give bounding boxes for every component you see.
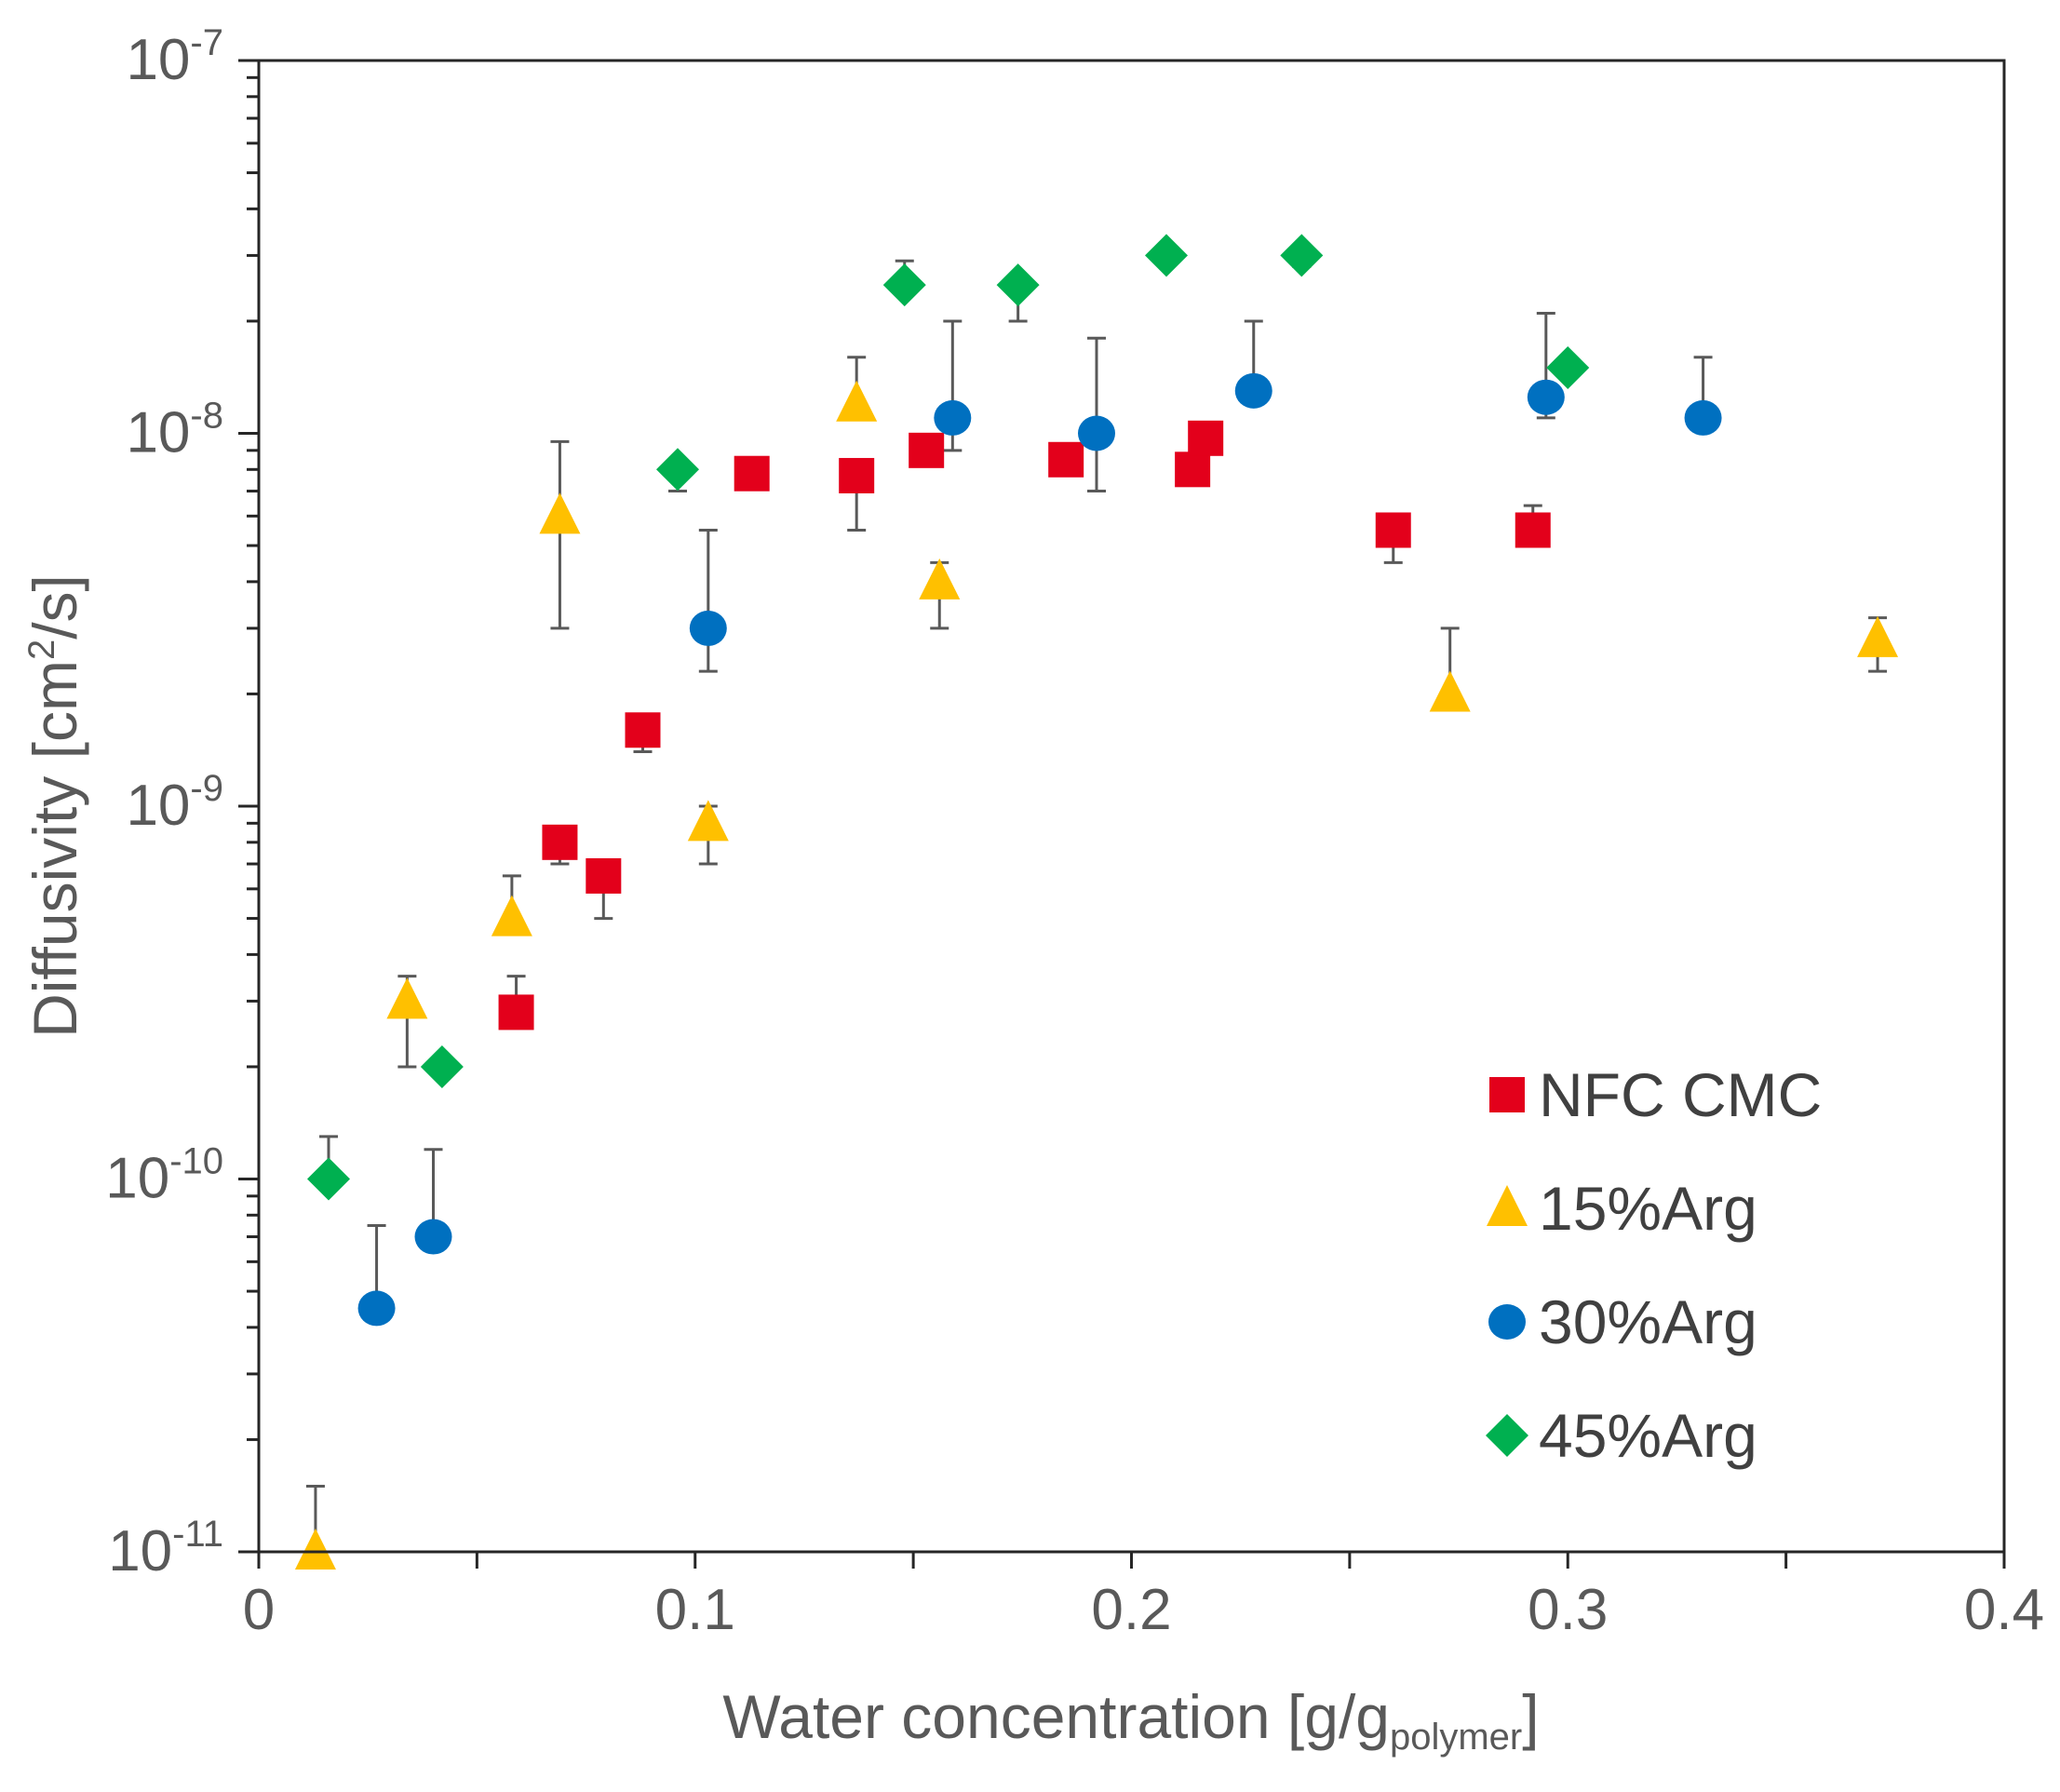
- x-tick-label: 0.3: [1528, 1578, 1608, 1642]
- y-tick-label: 10-9: [126, 768, 223, 838]
- point-30-arg: [414, 1219, 452, 1255]
- x-tick-label: 0.1: [655, 1578, 735, 1642]
- point-nfc-cmc: [1175, 451, 1211, 488]
- point-45-arg: [996, 263, 1040, 307]
- x-tick-label: 0.4: [1964, 1578, 2044, 1642]
- legend-item-nfc-cmc: NFC CMC: [1489, 1060, 1822, 1129]
- point-30-arg: [934, 399, 972, 436]
- legend-marker-45-arg: [1486, 1414, 1528, 1457]
- y-axis-title: Diffusivity [cm2/s]: [20, 574, 89, 1038]
- point-15-arg: [294, 1529, 336, 1570]
- legend-item-15-arg: 15%Arg: [1487, 1174, 1757, 1243]
- point-45-arg: [1280, 234, 1324, 277]
- legend-marker-nfc-cmc: [1489, 1077, 1525, 1112]
- legend-label-45-arg: 45%Arg: [1539, 1401, 1757, 1470]
- point-30-arg: [357, 1290, 396, 1327]
- point-45-arg: [420, 1044, 464, 1088]
- point-nfc-cmc: [734, 455, 770, 492]
- point-45-arg: [307, 1157, 350, 1201]
- x-tick-label: 0.2: [1091, 1578, 1171, 1642]
- legend-item-30-arg: 30%Arg: [1488, 1287, 1757, 1356]
- point-nfc-cmc: [1188, 420, 1224, 456]
- point-15-arg: [386, 977, 428, 1019]
- legend: NFC CMC 15%Arg 30%Arg 45%Arg: [1486, 1060, 1822, 1470]
- y-axis-ticks: [238, 59, 259, 1554]
- point-nfc-cmc: [1515, 512, 1551, 548]
- y-tick-label: 10-7: [126, 22, 223, 92]
- point-30-arg: [1684, 399, 1722, 436]
- point-45-arg: [656, 448, 699, 492]
- x-axis-ticks: [257, 1552, 2006, 1569]
- point-45-arg: [882, 263, 926, 307]
- point-nfc-cmc: [909, 432, 945, 468]
- point-nfc-cmc: [542, 824, 578, 860]
- legend-label-nfc-cmc: NFC CMC: [1539, 1060, 1822, 1129]
- point-nfc-cmc: [1375, 512, 1411, 548]
- x-axis-title: Water concentration [g/gpolymer]: [722, 1682, 1539, 1758]
- point-nfc-cmc: [498, 994, 534, 1031]
- point-15-arg: [919, 558, 961, 600]
- point-15-arg: [1429, 670, 1471, 712]
- point-nfc-cmc: [1048, 441, 1084, 478]
- x-tick-label: 0: [243, 1578, 275, 1642]
- point-15-arg: [836, 380, 878, 422]
- legend-marker-15-arg: [1487, 1185, 1528, 1226]
- legend-marker-30-arg: [1488, 1304, 1526, 1340]
- y-tick-label: 10-8: [126, 396, 223, 465]
- point-30-arg: [1078, 415, 1115, 451]
- markers: [294, 234, 1899, 1570]
- legend-label-15-arg: 15%Arg: [1539, 1174, 1757, 1243]
- point-nfc-cmc: [625, 712, 661, 748]
- y-tick-label: 10-11: [108, 1514, 223, 1583]
- point-45-arg: [1145, 234, 1188, 277]
- point-30-arg: [1527, 379, 1565, 415]
- legend-label-30-arg: 30%Arg: [1539, 1287, 1757, 1356]
- point-15-arg: [687, 800, 729, 842]
- point-30-arg: [689, 610, 727, 646]
- point-15-arg: [491, 895, 532, 936]
- y-axis-tick-labels: 10-7 10-8 10-9 10-10 10-11: [105, 22, 223, 1583]
- point-30-arg: [1234, 372, 1272, 409]
- point-15-arg: [539, 492, 581, 534]
- point-45-arg: [1546, 345, 1590, 389]
- point-15-arg: [1857, 615, 1899, 657]
- point-nfc-cmc: [839, 457, 875, 493]
- y-tick-label: 10-10: [105, 1141, 223, 1211]
- x-axis-tick-labels: 0 0.1 0.2 0.3 0.4: [243, 1578, 2044, 1642]
- legend-item-45-arg: 45%Arg: [1486, 1401, 1757, 1470]
- point-nfc-cmc: [586, 857, 622, 894]
